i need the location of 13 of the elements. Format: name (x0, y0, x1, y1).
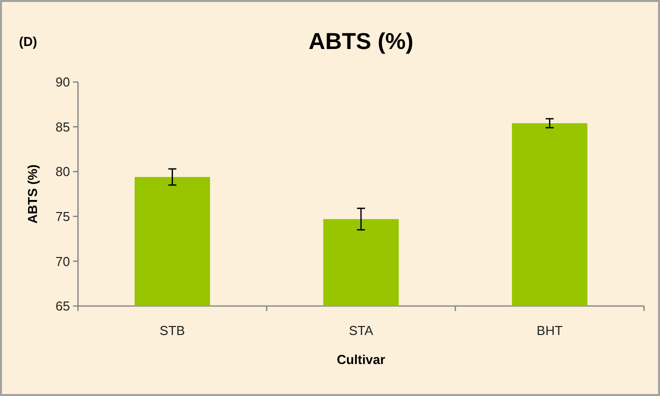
y-tick-label: 90 (56, 74, 70, 90)
x-axis-title: Cultivar (336, 352, 386, 367)
x-tick-label: BHT (536, 323, 563, 338)
y-tick-label: 80 (56, 164, 70, 180)
y-tick-label: 70 (56, 254, 70, 269)
y-tick-label: 75 (56, 208, 70, 224)
y-tick-label: 65 (56, 298, 70, 314)
text: (D) (19, 34, 38, 49)
x-tick-label: STA (348, 323, 374, 338)
x-tick-label: STB (160, 323, 185, 338)
chart-title: ABTS (%) (308, 28, 414, 54)
y-tick-label: 85 (56, 119, 70, 134)
y-axis-title: ABTS (%) (25, 164, 40, 224)
